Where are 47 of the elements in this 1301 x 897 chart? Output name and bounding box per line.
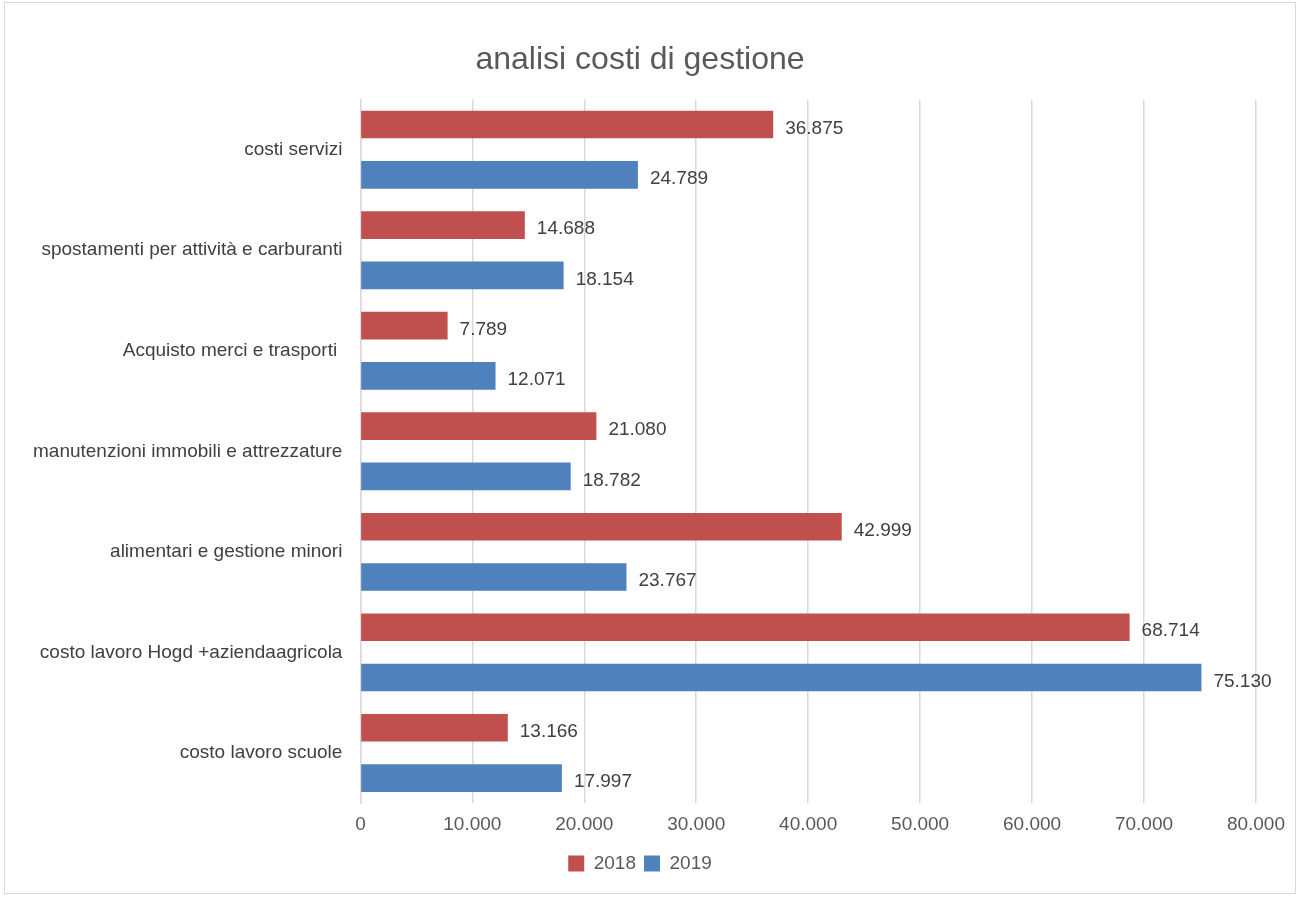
bar xyxy=(361,563,627,591)
bar xyxy=(361,362,496,390)
data-label: 7.789 xyxy=(459,317,508,339)
data-label: 23.767 xyxy=(638,569,697,591)
data-label: 36.875 xyxy=(785,116,844,138)
data-label: 12.071 xyxy=(507,368,566,390)
x-tick-label: 10.000 xyxy=(443,812,502,834)
x-tick-label: 0 xyxy=(355,812,366,834)
legend-label: 2019 xyxy=(669,851,712,873)
y-tick-label: Acquisto merci e trasporti xyxy=(122,338,343,360)
data-label: 24.789 xyxy=(649,167,709,189)
data-label: 68.714 xyxy=(1141,619,1201,641)
y-tick-label: alimentari e gestione minori xyxy=(110,540,343,562)
y-tick-label: costi servizi xyxy=(244,137,343,159)
y-tick-label: manutenzioni immobili e attrezzature xyxy=(33,439,343,461)
x-tick-label: 70.000 xyxy=(1114,812,1174,834)
bar xyxy=(361,512,842,541)
x-tick-label: 80.000 xyxy=(1226,812,1286,834)
x-tick-label: 50.000 xyxy=(891,812,950,834)
data-label: 42.999 xyxy=(853,518,912,540)
y-tick-label: spostamenti per attività e carburanti xyxy=(41,238,343,260)
data-label: 13.166 xyxy=(519,720,578,742)
x-tick-label: 20.000 xyxy=(555,812,614,834)
bar xyxy=(361,261,564,290)
data-label: 14.688 xyxy=(536,217,595,239)
bar xyxy=(361,311,448,340)
legend-label: 2018 xyxy=(593,851,637,873)
x-tick-label: 60.000 xyxy=(1003,812,1062,834)
x-tick-label: 40.000 xyxy=(779,812,838,834)
bar xyxy=(361,663,1202,692)
bar xyxy=(361,160,638,189)
data-label: 21.080 xyxy=(608,418,667,440)
bar xyxy=(361,613,1130,642)
y-tick-label: costo lavoro Hogd +aziendaagricola xyxy=(39,640,343,662)
bar xyxy=(361,764,562,792)
data-label: 18.782 xyxy=(582,468,641,490)
data-label: 17.997 xyxy=(573,770,632,792)
data-label: 75.130 xyxy=(1213,669,1272,691)
bar xyxy=(361,110,774,139)
y-tick-label: costo lavoro scuole xyxy=(179,741,343,763)
chart-title: analisi costi di gestione xyxy=(475,40,805,77)
bar xyxy=(361,211,525,239)
bar xyxy=(361,713,508,742)
bar xyxy=(361,412,597,440)
data-label: 18.154 xyxy=(575,267,635,289)
x-tick-label: 30.000 xyxy=(667,812,726,834)
bar xyxy=(361,462,571,491)
